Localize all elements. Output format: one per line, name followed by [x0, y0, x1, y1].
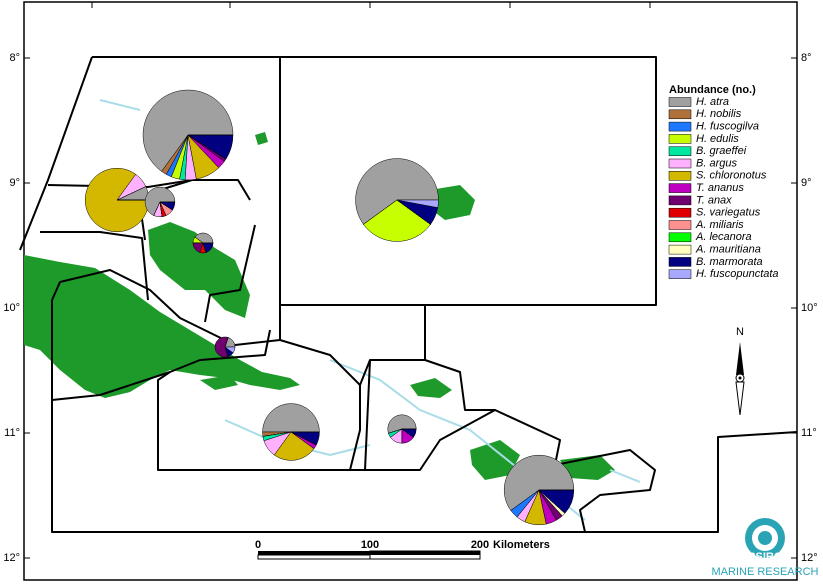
pie-slice	[187, 134, 234, 160]
latitude-label: 10°	[801, 302, 818, 314]
pie-slice	[142, 89, 234, 172]
legend-swatch	[668, 207, 692, 218]
pie-slice	[262, 403, 320, 433]
latitude-label: 11°	[4, 427, 20, 439]
pie	[387, 414, 417, 444]
pie-slice	[387, 414, 417, 434]
legend-swatch	[668, 134, 692, 144]
legend-label: B. graeffei	[696, 145, 747, 157]
legend-swatch	[668, 183, 692, 193]
pie-slice	[273, 431, 315, 461]
latitude-label: 9°	[9, 177, 20, 189]
scale-label: 200	[471, 539, 489, 551]
legend-label: S. chloronotus	[696, 170, 767, 182]
legend-swatch	[668, 269, 692, 279]
pie-slice	[159, 201, 176, 211]
scale-label: 0	[255, 539, 261, 551]
legend-label: A. mauritiana	[695, 244, 761, 256]
legend-label: B. marmorata	[696, 256, 763, 268]
legend-swatch	[668, 158, 692, 169]
legend-label: A. lecanora	[695, 231, 752, 243]
legend-swatch	[668, 195, 692, 206]
latitude-label: 11°	[801, 427, 817, 439]
latitude-label: 9°	[801, 177, 812, 189]
north-arrow: N	[735, 326, 745, 416]
legend-swatch	[668, 232, 692, 243]
pie-slice	[224, 346, 236, 354]
pie-slice	[290, 431, 320, 446]
scale-unit: Kilometers	[493, 539, 550, 551]
legend-swatch	[668, 109, 692, 120]
legend-swatch	[668, 97, 692, 107]
pie	[84, 167, 150, 233]
pie	[144, 186, 176, 218]
legend-label: H. fuscopunctata	[696, 268, 779, 280]
pie	[142, 89, 234, 181]
legend-label: B. argus	[696, 157, 737, 169]
pie-slice	[144, 186, 176, 216]
legend-label: H. fuscogilva	[696, 121, 759, 133]
legend-label: S. variegatus	[696, 207, 761, 219]
pie-slice	[396, 199, 439, 208]
latitude-label: 12°	[3, 552, 20, 564]
legend-label: H. atra	[696, 96, 729, 108]
pie	[355, 158, 439, 242]
legend-swatch	[668, 244, 692, 255]
pie	[262, 403, 320, 461]
north-label: N	[736, 326, 744, 338]
logo-name: CSIRO	[748, 551, 783, 563]
pie-slice	[194, 232, 214, 244]
pie	[192, 232, 214, 254]
legend-label: H. nobilis	[696, 108, 742, 120]
pie	[503, 454, 575, 526]
scale-label: 100	[361, 539, 379, 551]
pie-slice	[355, 158, 439, 225]
legend-swatch	[668, 171, 692, 181]
latitude-label: 10°	[3, 302, 20, 314]
pie-charts	[84, 89, 575, 526]
legend-label: T. anax	[696, 194, 732, 206]
logo: CSIRO MARINE RESEARCH	[712, 518, 819, 578]
legend-swatch	[668, 257, 692, 267]
logo-subtitle: MARINE RESEARCH	[712, 566, 819, 578]
legend-swatch	[668, 220, 692, 230]
legend-swatch	[668, 121, 692, 132]
latitude-label: 12°	[801, 552, 818, 564]
scale-bar: 0 100 200 Kilometers	[255, 539, 550, 560]
latitude-label: 8°	[801, 52, 812, 64]
pie-slice	[214, 336, 229, 358]
legend-swatch	[668, 146, 692, 156]
legend-label: A. miliaris	[695, 219, 744, 231]
pie-slice	[363, 199, 431, 242]
legend-label: H. edulis	[696, 133, 739, 145]
latitude-labels: 8° 8° 9° 9° 10° 10° 11° 11° 12° 12°	[3, 52, 817, 564]
legend-label: T. ananus	[696, 182, 744, 194]
pie	[214, 336, 236, 358]
pie-slice	[503, 454, 575, 511]
legend-title: Abundance (no.)	[669, 84, 756, 96]
latitude-label: 8°	[9, 52, 20, 64]
